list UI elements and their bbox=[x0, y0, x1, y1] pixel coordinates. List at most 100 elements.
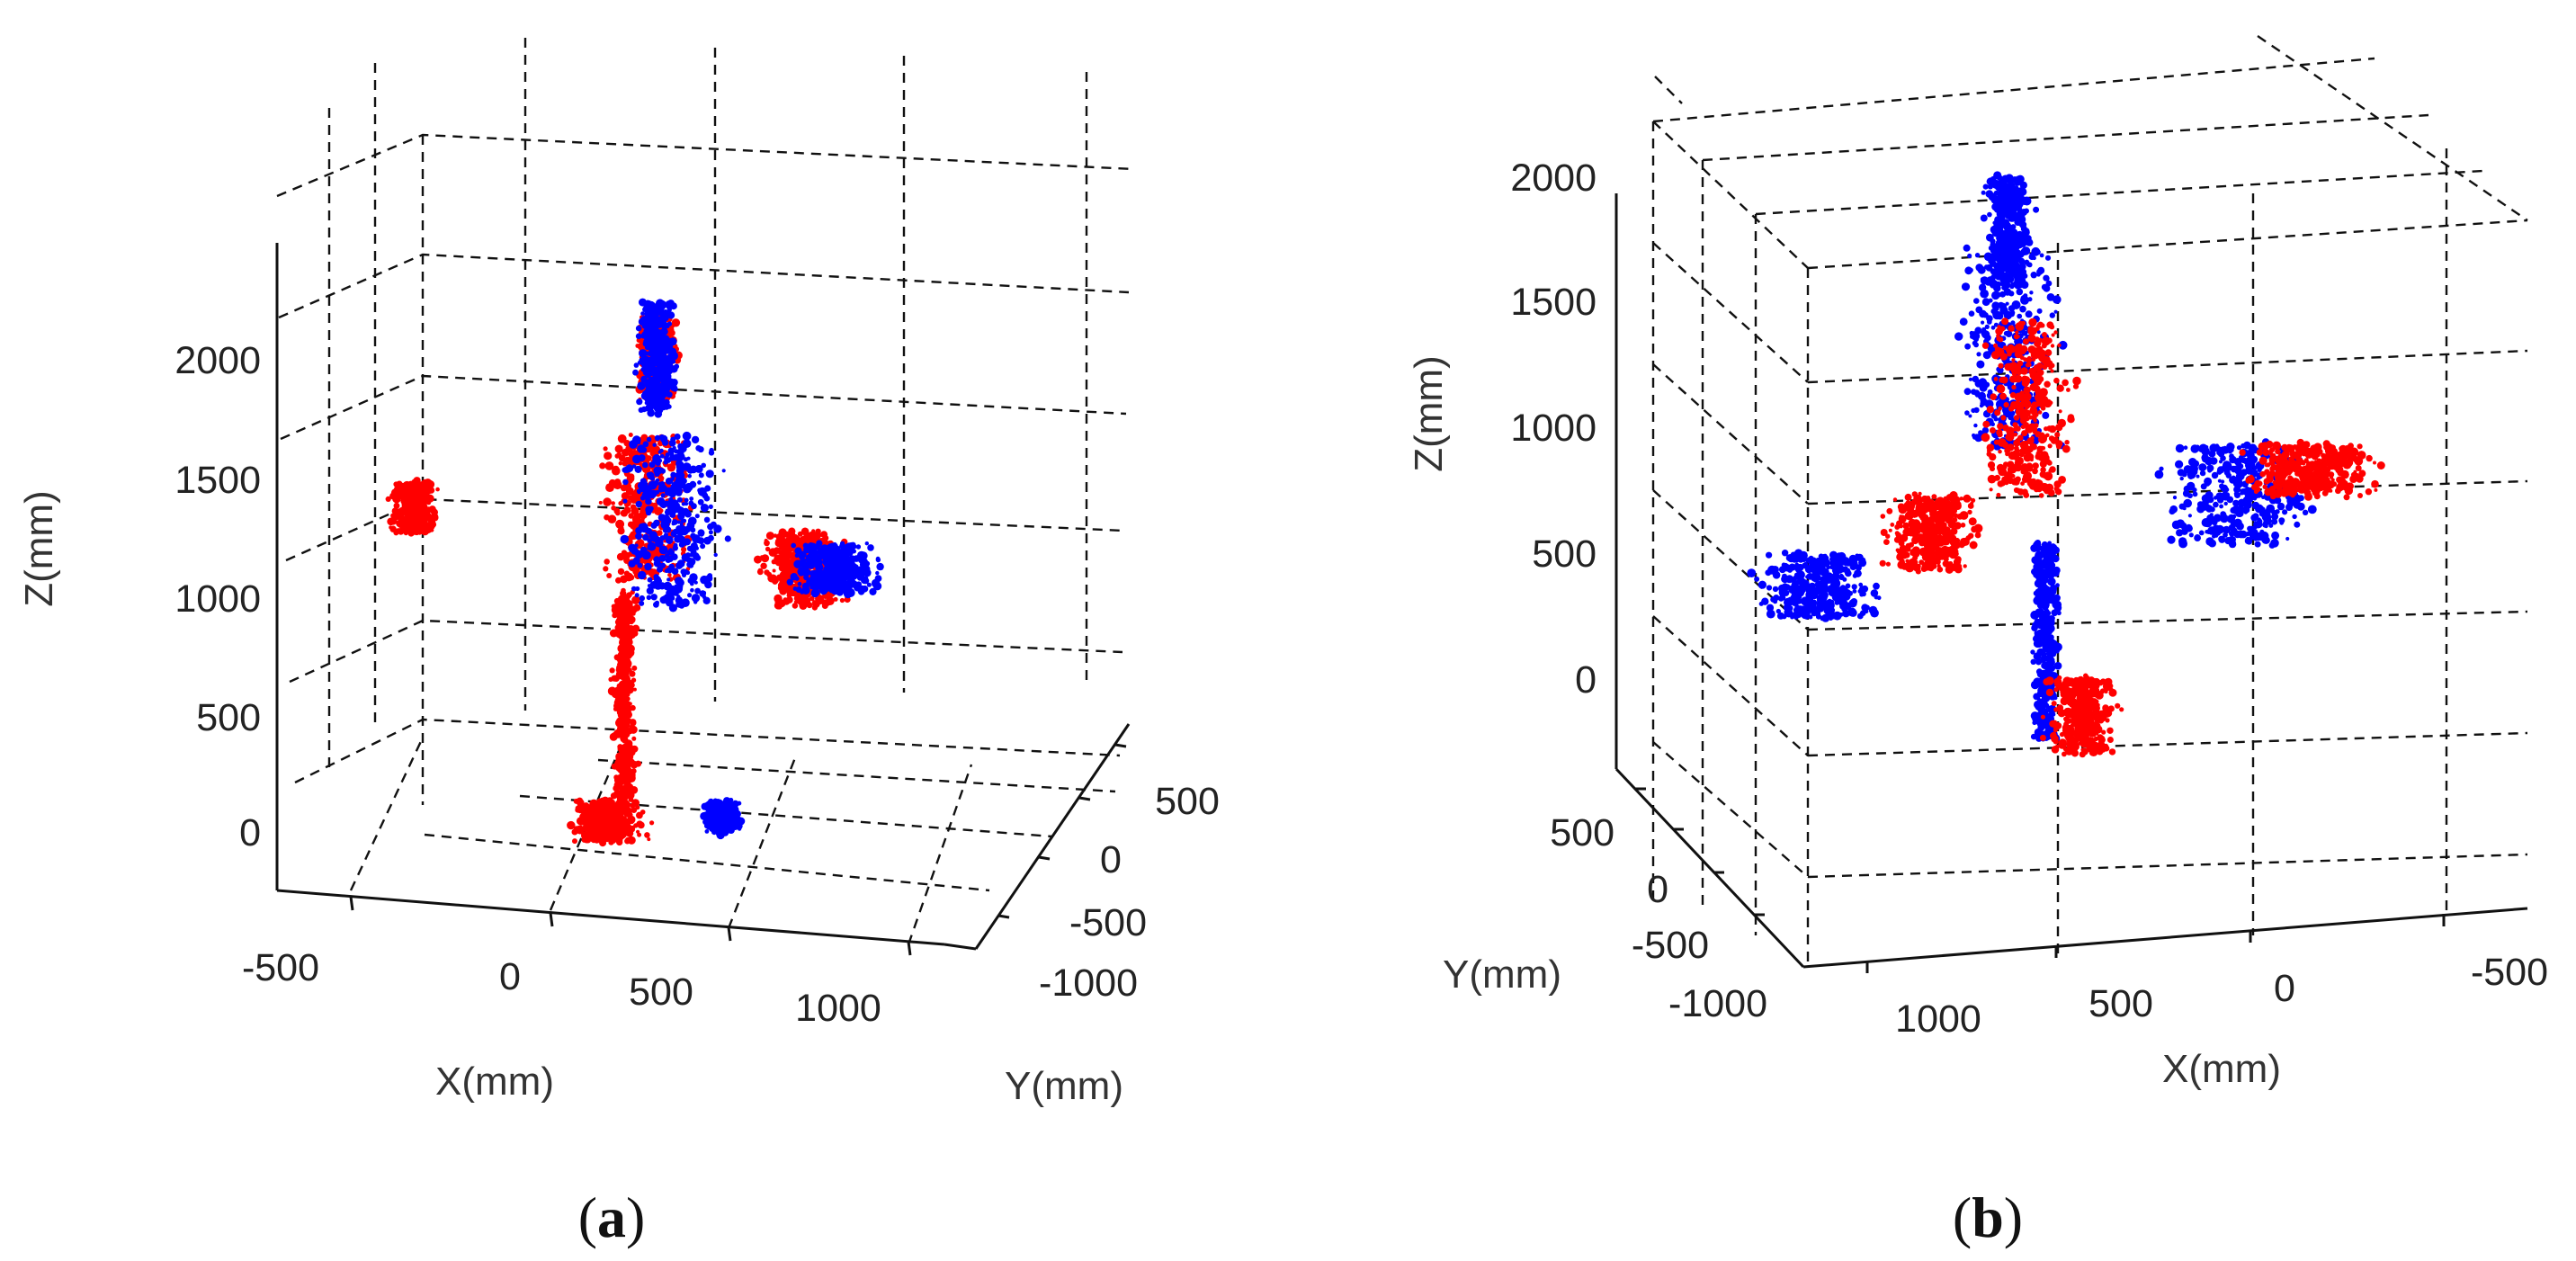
point bbox=[660, 493, 666, 498]
point bbox=[435, 487, 440, 492]
point bbox=[1976, 360, 1985, 369]
point bbox=[839, 597, 845, 604]
point bbox=[631, 595, 640, 604]
point bbox=[637, 832, 642, 837]
point bbox=[1810, 589, 1814, 595]
point bbox=[690, 532, 696, 539]
point bbox=[662, 439, 669, 446]
point bbox=[671, 553, 678, 560]
point bbox=[702, 590, 707, 595]
point bbox=[785, 596, 793, 604]
point bbox=[622, 828, 628, 834]
point bbox=[640, 366, 647, 372]
point bbox=[685, 463, 692, 469]
point bbox=[669, 452, 675, 457]
point bbox=[1997, 343, 2001, 347]
point bbox=[624, 645, 634, 654]
point bbox=[666, 353, 675, 362]
point bbox=[614, 705, 622, 712]
panel-a-z-tick-labels: 2000 1500 1000 500 0 bbox=[174, 339, 261, 854]
point bbox=[1980, 214, 1988, 222]
point bbox=[680, 519, 684, 523]
point bbox=[2008, 305, 2016, 312]
point bbox=[800, 589, 805, 595]
point bbox=[649, 820, 655, 826]
point bbox=[773, 533, 778, 538]
point bbox=[657, 323, 662, 328]
point bbox=[2016, 174, 2025, 183]
point bbox=[1852, 589, 1857, 594]
point bbox=[665, 336, 670, 341]
point bbox=[1976, 352, 1981, 357]
point bbox=[647, 350, 653, 357]
point bbox=[2026, 262, 2032, 267]
point bbox=[648, 461, 656, 469]
point bbox=[772, 568, 776, 573]
point bbox=[671, 592, 676, 596]
point bbox=[689, 552, 694, 558]
point bbox=[1974, 253, 1981, 258]
point bbox=[1964, 410, 1970, 416]
point bbox=[657, 408, 662, 414]
point bbox=[1810, 557, 1818, 565]
point bbox=[1968, 414, 1972, 418]
point bbox=[820, 531, 828, 539]
point bbox=[799, 599, 806, 605]
point bbox=[675, 439, 681, 444]
point bbox=[646, 472, 651, 477]
point bbox=[1975, 264, 1983, 272]
point bbox=[2030, 272, 2037, 279]
panel-a-caption-letter: a bbox=[597, 1185, 626, 1249]
point bbox=[617, 821, 622, 827]
point bbox=[1840, 604, 1847, 610]
point bbox=[651, 321, 657, 328]
point bbox=[1829, 550, 1838, 559]
point bbox=[614, 782, 621, 788]
point bbox=[697, 487, 702, 493]
panel-a-x-axis-label: X(mm) bbox=[435, 1060, 554, 1104]
point bbox=[400, 524, 407, 532]
point bbox=[622, 709, 632, 718]
point bbox=[666, 577, 671, 582]
point bbox=[1972, 377, 1976, 382]
point bbox=[622, 721, 628, 727]
point bbox=[1847, 590, 1853, 596]
point bbox=[779, 579, 785, 586]
point bbox=[1997, 184, 2006, 193]
point bbox=[787, 592, 793, 598]
point bbox=[596, 798, 603, 804]
point bbox=[627, 729, 633, 735]
point bbox=[1999, 246, 2007, 252]
y-tick-label: 500 bbox=[1155, 780, 1220, 823]
point bbox=[1803, 561, 1808, 567]
point bbox=[619, 762, 624, 767]
point bbox=[620, 736, 625, 741]
point bbox=[791, 542, 797, 549]
point bbox=[414, 483, 420, 490]
point bbox=[694, 554, 702, 561]
point bbox=[685, 557, 692, 563]
point bbox=[633, 604, 641, 612]
point bbox=[799, 550, 807, 559]
point bbox=[811, 534, 818, 541]
point bbox=[1870, 589, 1879, 597]
point bbox=[631, 665, 638, 671]
point bbox=[1847, 607, 1856, 617]
point bbox=[1973, 423, 1978, 428]
point bbox=[622, 613, 626, 617]
point bbox=[780, 531, 787, 539]
point bbox=[2020, 295, 2029, 305]
point bbox=[1964, 266, 1973, 275]
point bbox=[1808, 614, 1813, 620]
point bbox=[778, 554, 784, 559]
point bbox=[815, 563, 824, 572]
panel-a-x-tick-labels: -500 0 500 1000 bbox=[242, 946, 881, 1030]
z-tick-label: 0 bbox=[239, 811, 261, 854]
point bbox=[622, 498, 628, 504]
point bbox=[687, 577, 694, 584]
point bbox=[617, 756, 622, 762]
point bbox=[1861, 604, 1869, 612]
point bbox=[1814, 610, 1821, 617]
point bbox=[644, 562, 652, 571]
point bbox=[841, 558, 846, 563]
